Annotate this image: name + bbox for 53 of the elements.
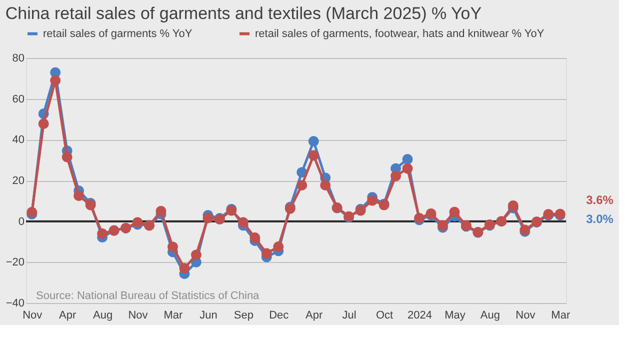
point <box>449 206 460 218</box>
point <box>190 250 202 260</box>
point <box>179 263 190 274</box>
x-tick-label: Dec <box>269 310 290 322</box>
point <box>402 154 413 164</box>
point <box>74 190 84 202</box>
x-tick-label: 2024 <box>408 310 432 322</box>
point <box>156 206 166 216</box>
x-tick-label: Nov <box>128 310 148 322</box>
point <box>167 242 178 252</box>
point <box>367 195 378 206</box>
point <box>402 163 413 174</box>
x-tick-label: Sep <box>234 310 254 322</box>
point <box>273 241 284 252</box>
point <box>62 152 72 162</box>
point <box>238 217 248 228</box>
x-tick-label: Mar <box>551 310 570 322</box>
y-tick-label: −40 <box>6 298 24 310</box>
legend-label: retail sales of garments % YoY <box>43 28 193 40</box>
point <box>320 180 331 190</box>
point <box>308 150 319 161</box>
data-label: 3.0% <box>586 212 614 226</box>
point <box>261 248 272 259</box>
x-tick-label: Nov <box>516 310 536 322</box>
point <box>390 170 402 182</box>
y-tick-label: 0 <box>18 216 24 228</box>
point <box>508 200 518 211</box>
x-tick-label: Nov <box>22 310 43 322</box>
annotation: Source: National Bureau of Statistics of China <box>36 290 260 302</box>
y-tick-label: 60 <box>12 93 24 106</box>
x-tick-label: Aug <box>480 310 500 322</box>
point <box>296 180 308 190</box>
x-tick-label: Oct <box>376 310 394 322</box>
point <box>50 75 61 86</box>
x-tick-label: May <box>444 310 466 322</box>
point <box>250 232 260 243</box>
data-label: 3.6% <box>586 192 614 207</box>
point <box>38 118 49 129</box>
y-tick-label: 40 <box>12 134 24 146</box>
y-tick-label: −20 <box>6 256 24 269</box>
point <box>97 228 108 239</box>
x-tick-label: Jul <box>342 310 356 322</box>
y-tick-label: 20 <box>12 175 24 187</box>
x-tick-label: Jun <box>200 310 218 322</box>
point <box>202 212 214 224</box>
x-tick-label: Aug <box>93 310 113 322</box>
x-tick-label: Apr <box>306 310 323 322</box>
legend-label: retail sales of garments, footwear, hats and knitwear % YoY <box>255 28 545 40</box>
chart-title: China retail sales of garments and textiles (March 2025) % YoY <box>5 4 482 23</box>
point <box>308 136 319 147</box>
x-tick-label: Apr <box>59 310 76 322</box>
y-tick-label: 80 <box>12 52 24 64</box>
x-tick-label: Mar <box>164 310 184 322</box>
